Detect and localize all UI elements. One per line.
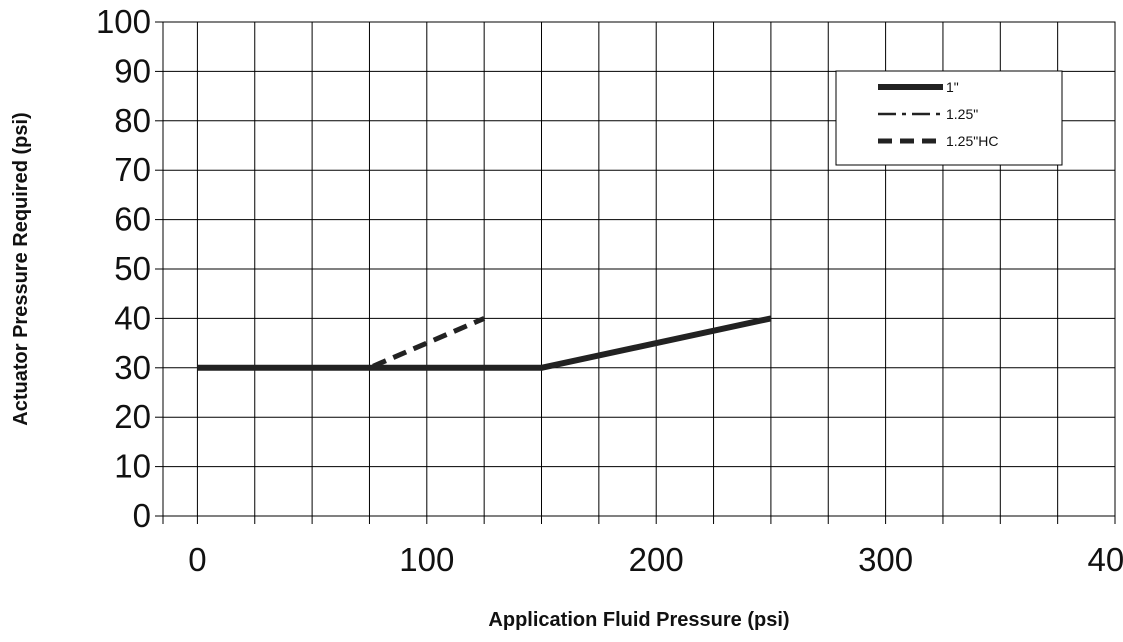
legend-label: 1": [946, 79, 959, 95]
x-axis-title: Application Fluid Pressure (psi): [488, 609, 789, 631]
x-tick-label: 300: [858, 541, 913, 578]
tick-labels: 0 10 20 30 40 50 60 70 80 90 100 0 100 200 300 400: [96, 3, 1123, 578]
legend: 1" 1.25" 1.25"HC: [835, 70, 1063, 166]
x-tick-label: 0: [188, 541, 206, 578]
series-line-1: [197, 315, 772, 371]
y-tick-label: 70: [114, 151, 151, 188]
x-tick-label: 100: [399, 541, 454, 578]
y-tick-label: 40: [114, 299, 151, 336]
y-tick-label: 20: [114, 398, 151, 435]
y-tick-label: 100: [96, 3, 151, 40]
legend-label: 1.25"HC: [946, 133, 998, 149]
legend-box: [835, 70, 1063, 166]
y-tick-label: 50: [114, 250, 151, 287]
y-tick-label: 30: [114, 349, 151, 386]
axes: [155, 21, 1116, 524]
y-tick-label: 80: [114, 102, 151, 139]
y-tick-label: 10: [114, 448, 151, 485]
y-axis-title: Actuator Pressure Required (psi): [10, 112, 32, 425]
x-tick-label: 200: [629, 541, 684, 578]
x-tick-label: 400: [1087, 541, 1123, 578]
y-tick-label: 60: [114, 201, 151, 238]
legend-label: 1.25": [946, 106, 978, 122]
y-tick-label: 0: [133, 497, 151, 534]
y-tick-label: 90: [114, 52, 151, 89]
series-group: [197, 315, 772, 371]
